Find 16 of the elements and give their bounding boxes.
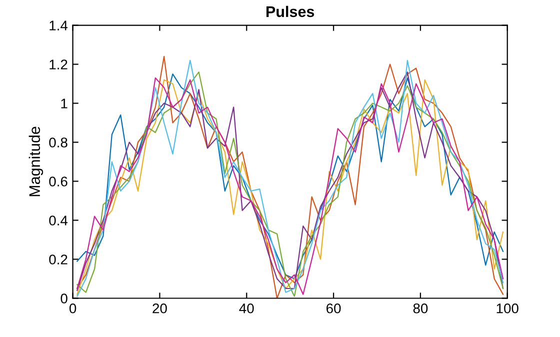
y-axis-title: Magnitude bbox=[28, 126, 44, 196]
y-tick-label: 0.4 bbox=[49, 216, 68, 226]
y-tick-label: 0.6 bbox=[49, 176, 68, 186]
y-tick-label: 0 bbox=[60, 294, 68, 304]
y-tick-label: 1 bbox=[61, 98, 68, 108]
y-tick-label: 1.4 bbox=[50, 20, 68, 30]
x-tick-label: 100 bbox=[496, 303, 518, 314]
x-tick-label: 80 bbox=[413, 303, 428, 314]
x-tick-label: 40 bbox=[239, 303, 254, 314]
y-tick-label: 0.2 bbox=[49, 254, 68, 264]
y-tick-label: 0.8 bbox=[49, 138, 68, 148]
x-tick-label: 20 bbox=[152, 303, 167, 314]
y-tick-label: 1.2 bbox=[50, 60, 68, 70]
x-tick-label: 0 bbox=[69, 303, 76, 314]
x-tick-label: 60 bbox=[326, 303, 341, 314]
chart-title: Pulses bbox=[266, 6, 314, 18]
